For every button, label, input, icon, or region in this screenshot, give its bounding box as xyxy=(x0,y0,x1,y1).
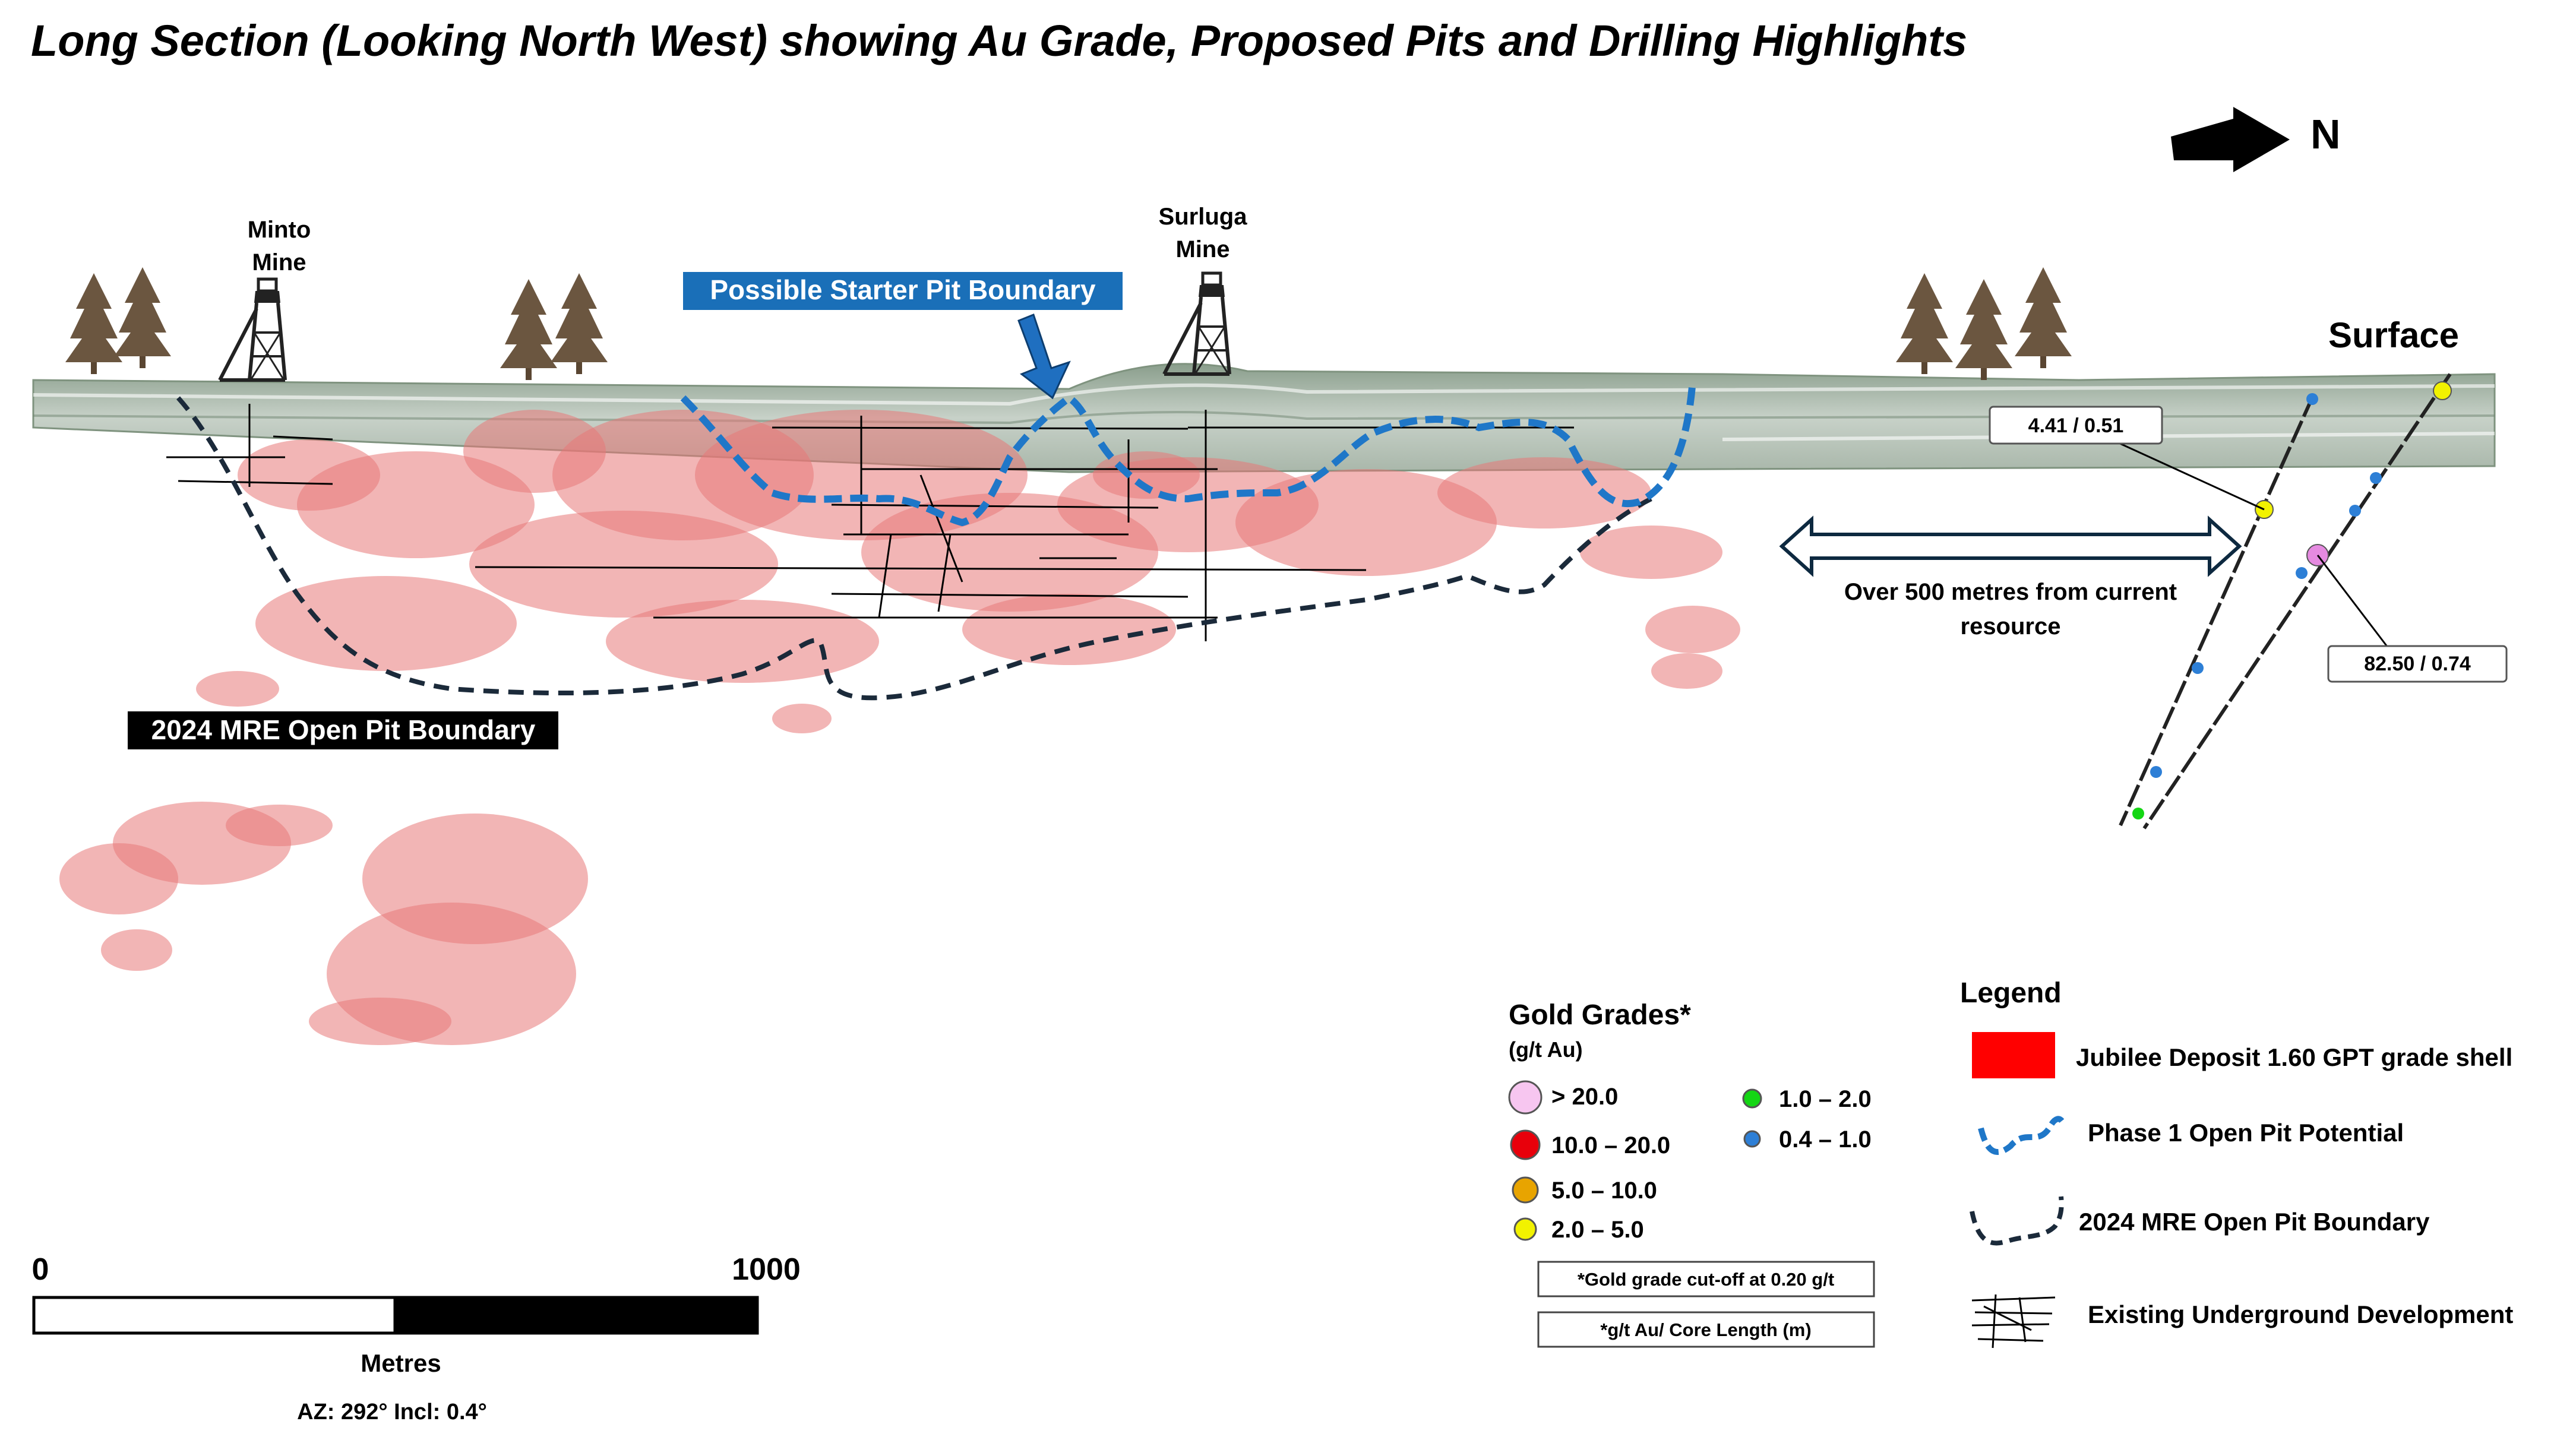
svg-text:0.4 – 1.0: 0.4 – 1.0 xyxy=(1779,1126,1872,1153)
svg-text:2.0 – 5.0: 2.0 – 5.0 xyxy=(1551,1217,1644,1243)
north-arrow-icon: N xyxy=(2171,107,2341,172)
svg-text:2024 MRE Open Pit Boundary: 2024 MRE Open Pit Boundary xyxy=(2079,1208,2430,1236)
starter-pit-boundary xyxy=(680,379,1696,527)
mre-pit-boundary xyxy=(176,396,1652,701)
phase1-pit-swatch xyxy=(1978,1116,2067,1155)
underground-development-swatch xyxy=(1971,1294,2056,1349)
svg-text:2024 MRE Open Pit Boundary: 2024 MRE Open Pit Boundary xyxy=(151,714,536,745)
distance-callout: Over 500 metres from current resource xyxy=(1779,515,2242,640)
svg-text:Legend: Legend xyxy=(1960,977,2062,1009)
svg-text:> 20.0: > 20.0 xyxy=(1551,1084,1618,1110)
svg-text:N: N xyxy=(2311,111,2341,157)
svg-text:10.0 – 20.0: 10.0 – 20.0 xyxy=(1551,1132,1670,1159)
mre-pit-callout: 2024 MRE Open Pit Boundary xyxy=(128,711,558,749)
svg-text:Gold Grades*: Gold Grades* xyxy=(1509,999,1691,1031)
grade-shell-swatch xyxy=(1972,1032,2055,1078)
arrow-down-icon xyxy=(1017,314,1071,400)
svg-text:82.50 / 0.74: 82.50 / 0.74 xyxy=(2364,653,2471,675)
svg-text:*Gold grade cut-off at 0.20 g/: *Gold grade cut-off at 0.20 g/t xyxy=(1578,1269,1834,1290)
minto-mine-label: Minto xyxy=(248,217,311,243)
intercept-callout-1: 4.41 / 0.51 xyxy=(1989,406,2265,511)
legend: Legend Jubilee Deposit 1.60 GPT grade sh… xyxy=(1960,977,2513,1349)
svg-text:5.0 – 10.0: 5.0 – 10.0 xyxy=(1551,1178,1657,1204)
surluga-mine-label: Surluga xyxy=(1159,204,1248,230)
intercept-callout-2: 82.50 / 0.74 xyxy=(2316,555,2508,683)
surface-label: Surface xyxy=(2328,315,2459,355)
underground-development xyxy=(166,404,1574,641)
svg-text:Over 500 metres from current: Over 500 metres from current xyxy=(1844,579,2177,605)
gold-grades-legend: Gold Grades* (g/t Au) > 20.0 10.0 – 20.0… xyxy=(1508,999,1875,1348)
svg-text:Possible Starter Pit Boundary: Possible Starter Pit Boundary xyxy=(710,274,1096,305)
svg-text:Jubilee Deposit 1.60 GPT grade: Jubilee Deposit 1.60 GPT grade shell xyxy=(2076,1043,2512,1071)
surluga-mine-label-2: Mine xyxy=(1175,236,1229,262)
svg-text:1.0 – 2.0: 1.0 – 2.0 xyxy=(1779,1086,1872,1112)
svg-text:(g/t Au): (g/t Au) xyxy=(1509,1037,1583,1062)
starter-pit-callout: Possible Starter Pit Boundary xyxy=(683,272,1123,400)
mre-pit-swatch xyxy=(1970,1196,2064,1246)
minto-mine-label-2: Mine xyxy=(252,249,306,276)
svg-text:AZ: 292° Incl: 0.4°: AZ: 292° Incl: 0.4° xyxy=(297,1400,487,1425)
svg-text:*g/t Au/ Core Length (m): *g/t Au/ Core Length (m) xyxy=(1600,1319,1811,1340)
svg-text:Metres: Metres xyxy=(361,1349,441,1377)
svg-text:0: 0 xyxy=(32,1252,49,1287)
svg-text:Phase 1 Open Pit Potential: Phase 1 Open Pit Potential xyxy=(2088,1119,2404,1147)
svg-text:4.41 / 0.51: 4.41 / 0.51 xyxy=(2028,414,2124,437)
surluga-headframe-icon xyxy=(1164,273,1229,374)
svg-text:resource: resource xyxy=(1961,613,2061,640)
minto-headframe-icon xyxy=(220,279,285,380)
grade-shell-zones xyxy=(59,410,1740,1045)
scale-bar: 0 1000 Metres AZ: 292° Incl: 0.4° xyxy=(32,1252,801,1425)
svg-text:Existing Underground Developm: Existing Underground Development xyxy=(2088,1300,2513,1328)
page-title: Long Section (Looking North West) showin… xyxy=(31,16,1968,65)
svg-text:1000: 1000 xyxy=(732,1252,801,1287)
